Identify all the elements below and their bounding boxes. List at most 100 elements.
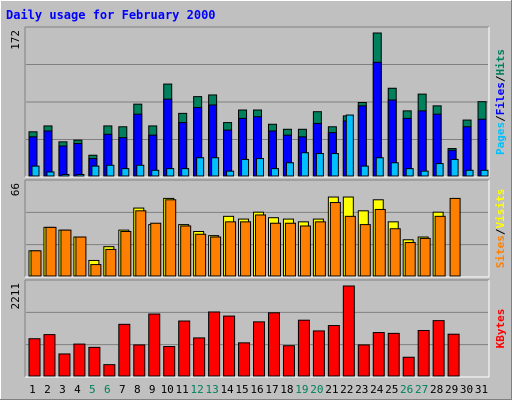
- bar-files-day-30: [462, 126, 472, 177]
- x-tick-label-6: 6: [104, 383, 111, 396]
- legend-item-visits: Visits: [494, 189, 507, 229]
- bar-pages-day-23: [360, 165, 369, 177]
- bar-sites-day-12: [195, 233, 207, 277]
- bar-files-day-26: [402, 117, 412, 177]
- panel-kbytes: 2211 KBytes: [9, 279, 507, 378]
- x-tick-label-27: 27: [415, 383, 428, 396]
- bar-kbytes-day-12: [193, 337, 206, 377]
- bar-kbytes-day-25: [387, 332, 400, 377]
- x-tick-label-24: 24: [370, 383, 384, 396]
- x-tick-label-22: 22: [340, 383, 353, 396]
- chart-panels: 172 Pages/Files/Hits 66Sites/Visits2211KBy…: [9, 26, 507, 378]
- x-tick-label-17: 17: [265, 383, 278, 396]
- bar-files-day-27: [417, 110, 427, 177]
- bar-pages-day-13: [211, 157, 220, 177]
- y-max-label-hits_files_pages: 172: [9, 30, 22, 50]
- legend-separator: /: [494, 228, 507, 235]
- bar-sites-day-13: [210, 236, 222, 277]
- bar-pages-day-30: [465, 169, 474, 177]
- legend-hits_files_pages: Pages/Files/Hits: [494, 49, 507, 155]
- x-tick-label-1: 1: [29, 383, 36, 396]
- bar-sites-day-4: [75, 236, 87, 277]
- x-tick-label-16: 16: [250, 383, 263, 396]
- bar-pages-day-6: [106, 164, 115, 177]
- bar-pages-day-28: [435, 163, 444, 177]
- bar-sites-day-28: [434, 215, 446, 277]
- x-tick-label-18: 18: [280, 383, 293, 396]
- bar-pages-day-8: [136, 164, 145, 177]
- bar-pages-day-4: [76, 173, 85, 177]
- bar-sites-day-6: [105, 248, 117, 277]
- bar-sites-day-3: [60, 229, 72, 277]
- bar-kbytes-day-1: [28, 338, 41, 377]
- x-tick-label-12: 12: [191, 383, 204, 396]
- bar-kbytes-day-3: [58, 353, 71, 377]
- legend-separator: /: [494, 115, 507, 122]
- bar-pages-day-24: [375, 157, 384, 177]
- bar-pages-day-14: [226, 170, 235, 177]
- bar-sites-day-16: [255, 214, 267, 277]
- bar-sites-day-11: [180, 225, 192, 277]
- x-tick-label-19: 19: [295, 383, 308, 396]
- bar-sites-day-1: [30, 250, 42, 277]
- bar-pages-day-27: [420, 170, 429, 177]
- x-tick-label-23: 23: [355, 383, 368, 396]
- bar-sites-day-20: [314, 221, 326, 277]
- x-tick-label-15: 15: [235, 383, 248, 396]
- x-tick-label-26: 26: [400, 383, 413, 396]
- bar-pages-day-15: [241, 158, 250, 177]
- bar-files-day-2: [43, 130, 53, 177]
- legend-kbytes: KBytes: [494, 309, 507, 349]
- bar-kbytes-day-9: [148, 313, 161, 377]
- x-tick-label-11: 11: [176, 383, 189, 396]
- bar-pages-day-20: [315, 153, 324, 177]
- bar-sites-day-26: [404, 242, 416, 277]
- bar-pages-day-10: [166, 168, 175, 177]
- bar-pages-day-16: [256, 158, 265, 177]
- bar-pages-day-9: [151, 169, 160, 177]
- panel-visits_sites: 66 Sites/Visits: [9, 179, 507, 278]
- bar-pages-day-18: [285, 162, 294, 177]
- legend-item-pages: Pages: [494, 122, 507, 155]
- bar-sites-day-27: [419, 237, 431, 277]
- x-tick-label-7: 7: [119, 383, 126, 396]
- bar-files-day-11: [178, 122, 188, 177]
- bar-pages-day-2: [46, 171, 55, 177]
- bar-kbytes-day-16: [253, 321, 266, 377]
- bar-sites-day-7: [120, 231, 132, 277]
- x-tick-label-25: 25: [385, 383, 398, 396]
- chart-title: Daily usage for February 2000: [6, 8, 216, 22]
- bar-sites-day-25: [389, 228, 401, 277]
- bar-pages-day-22: [345, 114, 354, 177]
- legend-separator: /: [494, 75, 507, 82]
- bar-pages-day-25: [390, 162, 399, 177]
- legend-item-kbytes: KBytes: [494, 309, 507, 349]
- panel-hits_files_pages: 172 Pages/Files/Hits: [9, 26, 507, 178]
- bar-kbytes-day-7: [118, 323, 131, 377]
- bar-sites-day-15: [240, 221, 252, 277]
- bar-sites-day-19: [299, 225, 311, 277]
- bar-sites-day-18: [284, 222, 296, 277]
- bar-kbytes-day-21: [327, 325, 340, 377]
- bar-kbytes-day-20: [312, 330, 325, 377]
- bar-files-day-31: [477, 118, 487, 177]
- bar-kbytes-day-13: [208, 311, 221, 377]
- bar-sites-day-5: [90, 264, 102, 277]
- bar-sites-day-29: [449, 197, 461, 277]
- bar-sites-day-14: [225, 221, 237, 277]
- bar-files-day-4: [73, 143, 83, 177]
- bar-pages-day-3: [61, 173, 70, 177]
- x-tick-label-28: 28: [430, 383, 443, 396]
- bar-pages-day-31: [480, 169, 489, 177]
- x-tick-label-14: 14: [220, 383, 234, 396]
- bar-kbytes-day-28: [432, 320, 445, 377]
- x-tick-label-4: 4: [74, 383, 81, 396]
- bar-sites-day-23: [359, 224, 371, 277]
- bar-files-day-10: [163, 98, 173, 177]
- bar-kbytes-day-4: [73, 343, 86, 377]
- bar-pages-day-19: [300, 152, 309, 177]
- bar-kbytes-day-27: [417, 329, 430, 377]
- bar-kbytes-day-29: [447, 333, 460, 377]
- x-tick-label-30: 30: [460, 383, 473, 396]
- legend-item-hits: Hits: [494, 49, 507, 76]
